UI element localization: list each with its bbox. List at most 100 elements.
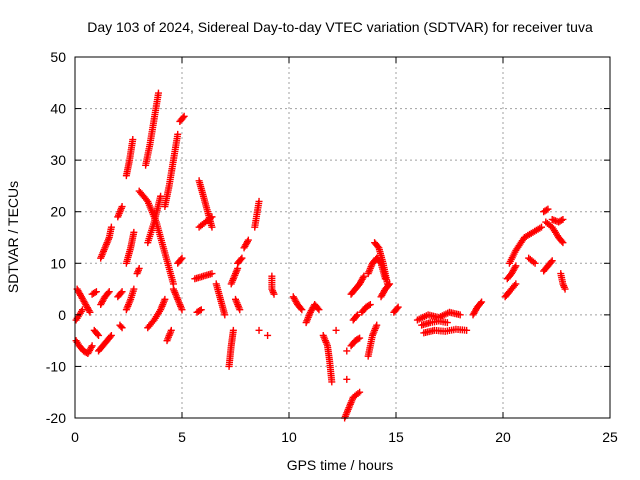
data-point bbox=[117, 289, 125, 297]
data-point bbox=[179, 114, 187, 122]
data-point bbox=[216, 293, 224, 301]
data-point bbox=[134, 266, 142, 274]
chart-title: Day 103 of 2024, Sidereal Day-to-day VTE… bbox=[87, 19, 593, 35]
data-point bbox=[150, 117, 158, 125]
data-point bbox=[125, 158, 133, 166]
data-point bbox=[368, 334, 376, 342]
data-point bbox=[198, 273, 206, 281]
data-point bbox=[529, 258, 537, 266]
data-point bbox=[353, 336, 361, 344]
data-point bbox=[101, 339, 109, 347]
data-point bbox=[97, 344, 105, 352]
data-point bbox=[117, 204, 125, 212]
data-point bbox=[379, 257, 387, 265]
data-point bbox=[441, 318, 449, 326]
x-tick-label: 20 bbox=[495, 429, 511, 445]
data-point bbox=[503, 290, 511, 298]
data-point bbox=[154, 91, 162, 99]
data-point bbox=[353, 282, 361, 290]
data-point bbox=[169, 158, 177, 166]
data-point bbox=[359, 274, 367, 282]
y-tick-label: 50 bbox=[50, 49, 66, 65]
data-point bbox=[354, 335, 362, 343]
data-point bbox=[93, 330, 101, 338]
data-point bbox=[173, 133, 181, 141]
data-point bbox=[199, 190, 207, 198]
x-tick-label: 10 bbox=[281, 429, 297, 445]
data-point bbox=[160, 297, 168, 305]
data-point bbox=[383, 282, 391, 290]
data-point bbox=[160, 247, 168, 255]
data-point bbox=[344, 405, 352, 413]
data-point bbox=[297, 304, 305, 312]
data-point bbox=[477, 299, 485, 307]
data-point bbox=[255, 200, 263, 208]
data-point bbox=[472, 306, 480, 314]
data-point bbox=[511, 263, 519, 271]
data-point bbox=[363, 302, 371, 310]
data-point bbox=[546, 259, 554, 267]
data-point bbox=[173, 294, 181, 302]
data-point bbox=[543, 206, 551, 214]
data-point bbox=[560, 282, 568, 290]
data-point bbox=[560, 283, 568, 291]
data-point bbox=[231, 271, 239, 279]
data-point bbox=[358, 275, 366, 283]
x-tick-labels: 0 5 10 15 20 25 bbox=[71, 429, 618, 445]
data-point bbox=[87, 343, 95, 351]
plot-frame bbox=[74, 56, 611, 419]
data-point bbox=[536, 224, 544, 232]
data-point bbox=[177, 255, 185, 263]
data-point bbox=[360, 306, 368, 314]
data-point bbox=[306, 310, 314, 318]
data-point bbox=[77, 344, 85, 352]
data-point bbox=[314, 304, 322, 312]
data-point bbox=[91, 289, 99, 297]
data-point bbox=[76, 290, 84, 298]
data-point bbox=[343, 347, 351, 355]
grid-lines bbox=[75, 57, 610, 418]
data-point bbox=[505, 272, 513, 280]
data-point bbox=[85, 307, 93, 315]
data-point bbox=[475, 301, 483, 309]
data-point bbox=[542, 264, 550, 272]
data-point bbox=[354, 390, 362, 398]
data-point bbox=[115, 209, 123, 217]
x-tick-label: 0 bbox=[71, 429, 79, 445]
data-point bbox=[557, 216, 565, 224]
data-point bbox=[128, 138, 136, 146]
data-point bbox=[129, 287, 137, 295]
data-point bbox=[176, 257, 184, 265]
data-point bbox=[100, 246, 108, 254]
data-point bbox=[243, 239, 251, 247]
data-point bbox=[106, 333, 114, 341]
data-point bbox=[103, 290, 111, 298]
data-point bbox=[352, 391, 360, 399]
data-point bbox=[104, 289, 112, 297]
data-point bbox=[167, 328, 175, 336]
data-point bbox=[150, 220, 158, 228]
axis-ticks bbox=[74, 56, 611, 419]
data-point bbox=[118, 288, 126, 296]
y-tick-label: 20 bbox=[50, 204, 66, 220]
data-point bbox=[528, 257, 536, 265]
data-point bbox=[393, 304, 401, 312]
data-points bbox=[72, 89, 569, 422]
data-point bbox=[198, 221, 206, 229]
y-tick-label: 0 bbox=[58, 307, 66, 323]
data-point bbox=[349, 339, 357, 347]
data-point bbox=[511, 281, 519, 289]
x-tick-label: 5 bbox=[178, 429, 186, 445]
data-point bbox=[425, 319, 433, 327]
data-point bbox=[332, 326, 340, 334]
data-point bbox=[220, 309, 228, 317]
data-point bbox=[509, 283, 517, 291]
data-point bbox=[105, 334, 113, 342]
data-point bbox=[92, 329, 100, 337]
y-tick-labels: -20 -10 0 10 20 30 40 50 bbox=[46, 49, 66, 426]
data-point bbox=[374, 243, 382, 251]
y-tick-label: 10 bbox=[50, 255, 66, 271]
data-point bbox=[545, 221, 553, 229]
data-point bbox=[129, 230, 137, 238]
